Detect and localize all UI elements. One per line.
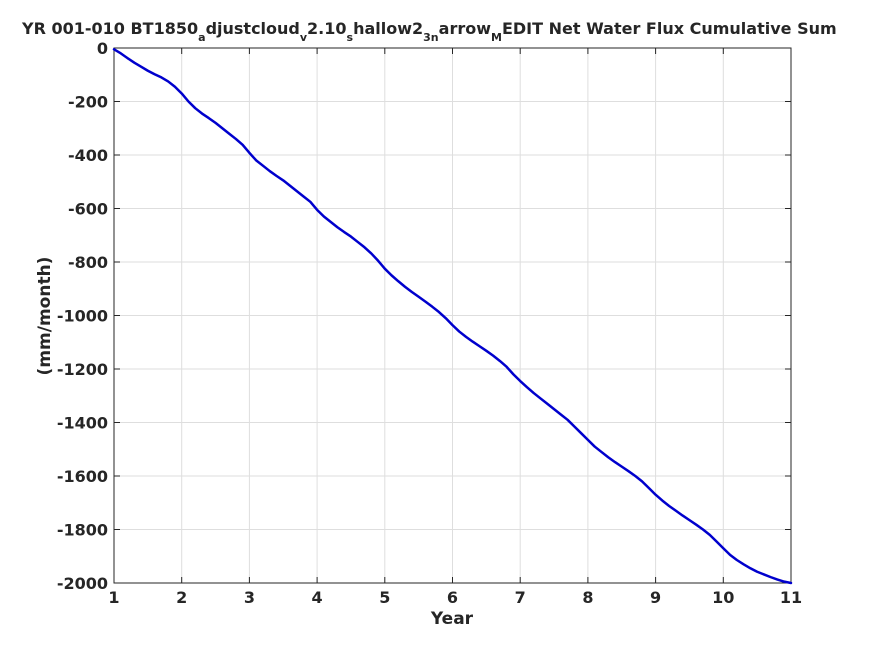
x-tick-label: 1 xyxy=(108,588,119,607)
chart-title-segment: arrow xyxy=(439,19,492,38)
y-tick-label: -400 xyxy=(68,146,108,165)
x-tick-label: 3 xyxy=(244,588,255,607)
y-tick-label: -800 xyxy=(68,253,108,272)
chart-title-subscript: v xyxy=(300,31,308,44)
x-tick-label: 10 xyxy=(712,588,734,607)
chart-title-main: YR 001-010 BT1850 xyxy=(21,19,198,38)
y-tick-label: -1000 xyxy=(57,307,108,326)
y-tick-label: -1800 xyxy=(57,521,108,540)
x-tick-label: 8 xyxy=(582,588,593,607)
y-tick-label: -1200 xyxy=(57,360,108,379)
y-tick-label: -600 xyxy=(68,200,108,219)
series-layer xyxy=(112,48,793,585)
chart-title-subscript: M xyxy=(491,31,502,44)
x-tick-label: 2 xyxy=(176,588,187,607)
axis-ticks: 1 2 3 4 5 6 7 8 9 10 11 0 -200 -400 -600 -800 -1000 -1200… xyxy=(57,39,802,607)
chart-title: YR 001-010 BT1850adjustcloudv2.10shallow… xyxy=(21,19,837,44)
x-tick-label: 7 xyxy=(515,588,526,607)
chart-title-subscript: a xyxy=(198,31,205,44)
y-axis-label: (mm/month) xyxy=(35,257,55,376)
x-tick-label: 5 xyxy=(379,588,390,607)
x-tick-label: 6 xyxy=(447,588,458,607)
y-tick-label: -2000 xyxy=(57,574,108,593)
y-tick-label: -1400 xyxy=(57,414,108,433)
chart-title-segment: 2.10 xyxy=(307,19,346,38)
chart-title-subscript: s xyxy=(347,31,354,44)
y-tick-label: -200 xyxy=(68,93,108,112)
chart-title-segment: EDIT Net Water Flux Cumulative Sum xyxy=(502,19,837,38)
chart-title-segment: djustcloud xyxy=(206,19,300,38)
chart-title-subscript: 3n xyxy=(423,31,439,44)
chart-title-segment: hallow2 xyxy=(353,19,423,38)
x-tick-label: 11 xyxy=(780,588,802,607)
x-tick-label: 4 xyxy=(312,588,323,607)
series-line xyxy=(112,48,793,585)
x-tick-label: 9 xyxy=(650,588,661,607)
y-tick-label: 0 xyxy=(97,39,108,58)
x-axis-label: Year xyxy=(430,609,474,629)
y-tick-label: -1600 xyxy=(57,467,108,486)
